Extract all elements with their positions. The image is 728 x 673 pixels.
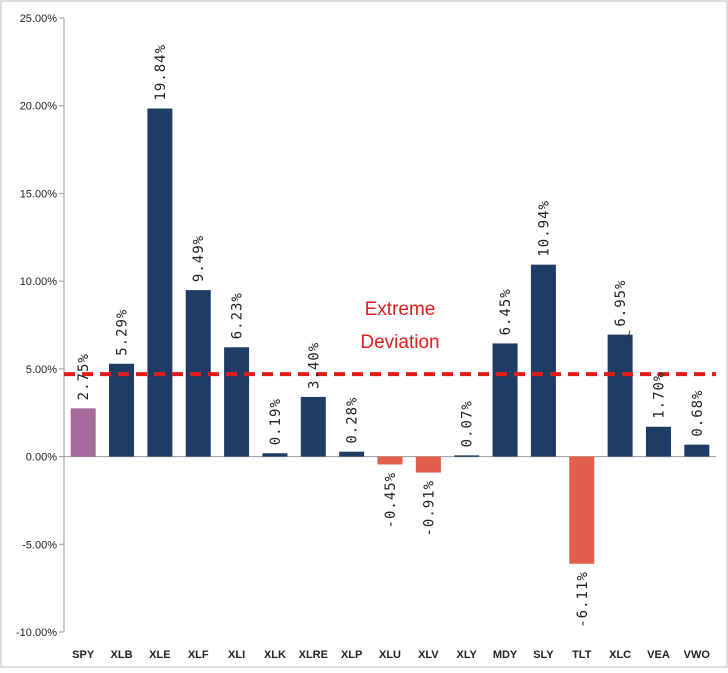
data-label: 6.23% — [230, 292, 246, 339]
bar-xlk — [262, 453, 288, 457]
y-tick-label: -10.00% — [16, 627, 57, 639]
x-tick-label: XLRE — [299, 649, 328, 661]
data-label: -0.91% — [421, 480, 437, 537]
data-label: 0.19% — [268, 398, 284, 445]
bar-xlp — [339, 451, 365, 457]
x-tick-label: VEA — [647, 649, 670, 661]
bar-vwo — [684, 444, 710, 457]
x-tick-label: XLY — [457, 649, 478, 661]
x-tick-label: XLP — [341, 649, 362, 661]
bar-vea — [645, 426, 671, 457]
y-tick-label: 10.00% — [20, 276, 58, 288]
x-tick-label: XLB — [111, 649, 133, 661]
bar-spy — [70, 408, 96, 457]
data-label: 10.94% — [536, 200, 552, 257]
bar-xly — [454, 455, 480, 457]
bar-xlv — [415, 456, 441, 473]
bar-mdy — [492, 343, 518, 457]
data-label: 0.68% — [690, 389, 706, 436]
bar-xlb — [109, 363, 135, 457]
bar-sly — [530, 264, 556, 457]
x-tick-label: TLT — [572, 649, 592, 661]
data-label: 19.84% — [153, 44, 169, 101]
data-label: 6.45% — [498, 288, 514, 335]
x-tick-label: XLI — [228, 649, 245, 661]
annotation-text: Extreme — [365, 299, 436, 320]
y-tick-label: 5.00% — [26, 364, 57, 376]
data-label: 1.70% — [651, 372, 667, 419]
data-label: -0.45% — [383, 472, 399, 529]
data-label: 2.75% — [76, 353, 92, 400]
data-label: 3.40% — [306, 342, 322, 389]
x-tick-label: XLV — [418, 649, 439, 661]
x-tick-label: XLC — [609, 649, 631, 661]
bar-xlre — [300, 396, 326, 457]
annotation-text: Deviation — [360, 332, 439, 353]
data-label: 9.49% — [191, 235, 207, 282]
y-tick-label: -5.00% — [22, 539, 57, 551]
bar-xli — [224, 347, 250, 457]
y-tick-label: 20.00% — [20, 101, 58, 113]
x-tick-label: XLU — [379, 649, 401, 661]
y-tick-label: 0.00% — [26, 452, 57, 464]
x-tick-label: SPY — [72, 649, 95, 661]
x-tick-label: MDY — [493, 649, 518, 661]
x-tick-label: XLK — [264, 649, 286, 661]
data-label: 6.95% — [613, 279, 629, 326]
y-tick-label: 15.00% — [20, 188, 58, 200]
x-tick-label: XLF — [188, 649, 209, 661]
bar-tlt — [569, 456, 595, 564]
bar-xlc — [607, 334, 633, 457]
x-tick-label: VWO — [684, 649, 711, 661]
data-label: 5.29% — [115, 309, 131, 356]
y-tick-label: 25.00% — [20, 13, 58, 25]
x-tick-label: XLE — [149, 649, 170, 661]
data-label: 0.28% — [345, 397, 361, 444]
x-tick-label: SLY — [533, 649, 554, 661]
data-label: 0.07% — [460, 400, 476, 447]
bar-xle — [147, 108, 173, 457]
bar-xlu — [377, 456, 403, 465]
leader-line — [625, 330, 631, 343]
data-label: -6.11% — [575, 571, 591, 628]
